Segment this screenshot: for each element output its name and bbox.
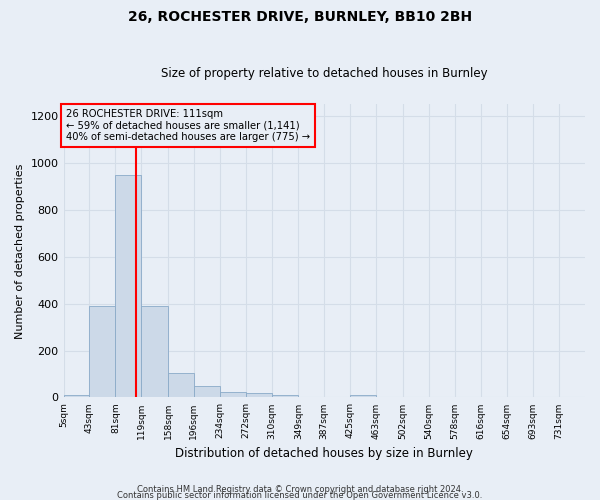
Bar — [246, 393, 272, 398]
Text: 26 ROCHESTER DRIVE: 111sqm
← 59% of detached houses are smaller (1,141)
40% of s: 26 ROCHESTER DRIVE: 111sqm ← 59% of deta… — [66, 108, 310, 142]
Text: Contains public sector information licensed under the Open Government Licence v3: Contains public sector information licen… — [118, 490, 482, 500]
Bar — [194, 386, 220, 398]
Bar — [350, 395, 376, 398]
Text: 26, ROCHESTER DRIVE, BURNLEY, BB10 2BH: 26, ROCHESTER DRIVE, BURNLEY, BB10 2BH — [128, 10, 472, 24]
Bar — [64, 395, 89, 398]
Bar — [142, 306, 168, 398]
Y-axis label: Number of detached properties: Number of detached properties — [15, 163, 25, 338]
Bar — [89, 306, 115, 398]
Bar — [272, 395, 298, 398]
Bar — [220, 392, 246, 398]
X-axis label: Distribution of detached houses by size in Burnley: Distribution of detached houses by size … — [175, 447, 473, 460]
Title: Size of property relative to detached houses in Burnley: Size of property relative to detached ho… — [161, 66, 488, 80]
Bar — [168, 373, 194, 398]
Text: Contains HM Land Registry data © Crown copyright and database right 2024.: Contains HM Land Registry data © Crown c… — [137, 484, 463, 494]
Bar — [115, 174, 142, 398]
